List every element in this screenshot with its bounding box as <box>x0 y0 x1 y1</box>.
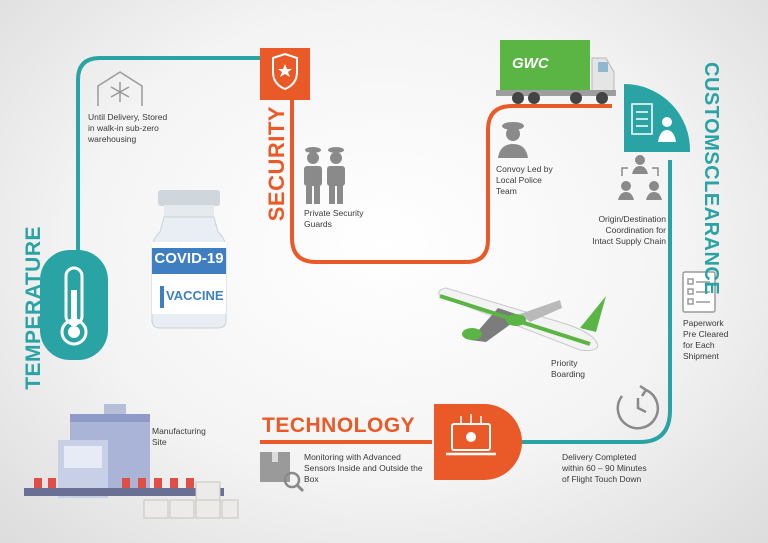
vaccine-vial-illustration <box>151 190 227 329</box>
warehouse-snowflake-icon <box>97 71 143 106</box>
heading-customs-line2: CLEARANCE <box>700 165 722 296</box>
vaccine-type: VACCINE <box>166 288 224 303</box>
airplane-illustration <box>438 287 606 351</box>
label-guards: Private Security Guards <box>304 208 364 229</box>
vaccine-name: COVID-19 <box>154 250 224 267</box>
heading-technology: TECHNOLOGY <box>262 414 416 437</box>
label-manufacturing: Manufacturing Site <box>152 426 206 447</box>
box-magnifier-icon <box>260 452 305 493</box>
route-security <box>290 100 612 264</box>
label-delivery: Delivery Completed within 60 – 90 Minute… <box>562 452 647 484</box>
heading-temperature: TEMPERATURE <box>22 226 45 390</box>
heading-customs: CUSTOMSCLEARANCE <box>700 62 722 295</box>
label-coordination: Origin/Destination Coordination for Inta… <box>592 214 666 246</box>
clock-icon <box>616 384 660 430</box>
label-paperwork: Paperwork Pre Cleared for Each Shipment <box>683 318 729 361</box>
heading-security: SECURITY <box>264 106 289 222</box>
label-convoy: Convoy Led by Local Police Team <box>496 164 553 196</box>
technology-circuit-icon <box>434 404 522 480</box>
heading-customs-line1: CUSTOMS <box>700 62 722 166</box>
paperwork-checklist-icon <box>682 271 716 313</box>
route-temperature <box>76 56 292 250</box>
security-guards-icon <box>304 147 345 204</box>
label-storage: Until Delivery, Stored in walk-in sub-ze… <box>88 112 168 144</box>
manufacturing-site-illustration <box>24 404 239 519</box>
truck-brand: GWC <box>512 55 549 72</box>
customs-checklist-icon <box>624 83 691 152</box>
security-badge-icon <box>260 48 310 100</box>
label-boarding: Priority Boarding <box>551 358 586 379</box>
route-customs <box>520 160 672 444</box>
thermometer-icon <box>40 250 108 360</box>
police-officer-icon <box>498 122 528 158</box>
label-monitoring: Monitoring with Advanced Sensors Inside … <box>304 452 423 484</box>
coordination-icon <box>618 155 662 200</box>
truck-illustration <box>496 40 616 104</box>
